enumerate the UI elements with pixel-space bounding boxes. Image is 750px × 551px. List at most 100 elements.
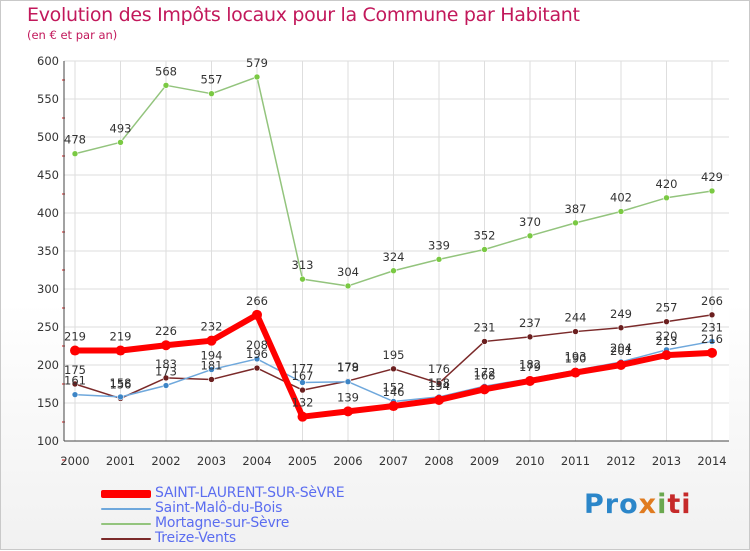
data-label: 172 xyxy=(474,365,496,379)
data-point xyxy=(252,309,262,320)
legend-label: Mortagne-sur-Sèvre xyxy=(155,515,290,531)
proxiti-logo: Proxiti xyxy=(584,489,692,520)
data-point xyxy=(434,394,444,405)
data-label: 156 xyxy=(110,377,132,391)
data-label: 181 xyxy=(201,358,223,372)
data-label: 244 xyxy=(565,311,587,325)
data-label: 194 xyxy=(201,349,223,363)
y-tick-label: 100 xyxy=(37,434,59,448)
data-label: 168 xyxy=(474,368,496,382)
data-point xyxy=(481,338,488,345)
y-tick-label: 550 xyxy=(37,92,59,106)
y-tick-label: 450 xyxy=(37,168,59,182)
data-label: 158 xyxy=(110,376,132,390)
data-label: 216 xyxy=(701,332,723,346)
data-point xyxy=(435,379,443,387)
legend-label: Saint-Malô-du-Bois xyxy=(155,500,283,516)
data-point xyxy=(117,139,124,146)
x-tick-label: 2012 xyxy=(606,454,635,468)
data-point xyxy=(390,365,397,373)
data-label: 387 xyxy=(565,202,587,216)
x-tick-label: 2004 xyxy=(242,454,271,468)
data-point xyxy=(570,367,581,378)
y-tick-label: 400 xyxy=(37,206,59,220)
y-tick-label: 600 xyxy=(37,54,59,68)
data-label: 139 xyxy=(337,390,359,404)
data-point xyxy=(297,411,308,422)
data-point xyxy=(71,391,79,398)
data-point xyxy=(344,378,352,386)
data-label: 177 xyxy=(292,361,314,375)
data-point xyxy=(390,267,397,275)
y-tick-label: 250 xyxy=(37,320,59,334)
data-label: 231 xyxy=(474,320,496,334)
data-point xyxy=(162,382,170,389)
data-point xyxy=(525,375,535,386)
data-label: 266 xyxy=(246,294,268,308)
data-point xyxy=(526,232,534,240)
data-label: 154 xyxy=(428,379,450,393)
data-label: 420 xyxy=(656,177,678,191)
data-label: 249 xyxy=(610,307,632,321)
x-tick-label: 2001 xyxy=(106,454,135,468)
data-label: 193 xyxy=(565,349,587,363)
data-point xyxy=(162,374,170,382)
data-label: 493 xyxy=(110,121,132,135)
data-point xyxy=(708,311,716,319)
data-point xyxy=(117,393,124,401)
data-point xyxy=(208,90,215,97)
data-label: 132 xyxy=(292,396,314,410)
data-point xyxy=(71,150,79,158)
data-label: 257 xyxy=(656,301,678,315)
data-point xyxy=(708,187,716,195)
data-point xyxy=(115,345,126,356)
x-tick-label: 2011 xyxy=(561,454,590,468)
data-point xyxy=(343,406,353,417)
data-label: 429 xyxy=(701,170,723,184)
chart-title: Evolution des Impôts locaux pour la Comm… xyxy=(27,4,580,26)
data-label: 231 xyxy=(701,320,723,334)
data-point xyxy=(617,208,625,215)
x-tick-label: 2010 xyxy=(515,454,544,468)
data-label: 173 xyxy=(155,365,177,379)
data-point xyxy=(299,386,306,394)
data-point xyxy=(481,246,488,253)
x-tick-label: 2014 xyxy=(697,454,726,468)
data-label: 220 xyxy=(656,329,678,343)
legend-swatch xyxy=(101,523,151,525)
data-point xyxy=(71,380,79,388)
data-point xyxy=(253,355,261,363)
data-label: 339 xyxy=(428,238,450,252)
chart-subtitle: (en € et par an) xyxy=(27,28,118,42)
data-point xyxy=(616,360,626,370)
y-tick-label: 200 xyxy=(37,358,59,372)
data-label: 152 xyxy=(383,380,405,394)
data-label: 196 xyxy=(246,347,268,361)
x-tick-label: 2002 xyxy=(151,454,180,468)
data-label: 175 xyxy=(64,363,86,377)
data-label: 226 xyxy=(155,324,177,338)
legend-label: SAINT-LAURENT-SUR-SèVRE xyxy=(155,485,345,501)
data-label: 304 xyxy=(337,265,359,279)
x-tick-label: 2013 xyxy=(652,454,681,468)
data-label: 313 xyxy=(292,258,314,272)
data-point xyxy=(663,194,670,202)
x-tick-label: 2005 xyxy=(288,454,317,468)
data-point xyxy=(162,82,170,89)
data-point xyxy=(161,340,171,351)
x-tick-label: 2009 xyxy=(470,454,499,468)
data-point xyxy=(208,366,215,373)
data-point xyxy=(253,364,261,372)
data-label: 213 xyxy=(656,334,678,348)
data-label: 176 xyxy=(428,362,450,376)
x-tick-label: 2008 xyxy=(424,454,453,468)
data-label: 158 xyxy=(428,376,450,390)
legend-swatch xyxy=(101,490,151,498)
data-point xyxy=(617,324,625,332)
y-tick-label: 500 xyxy=(37,130,59,144)
data-label: 204 xyxy=(610,341,632,355)
data-label: 370 xyxy=(519,215,541,229)
data-label: 352 xyxy=(474,228,496,242)
data-label: 183 xyxy=(155,357,177,371)
data-point xyxy=(299,275,306,283)
